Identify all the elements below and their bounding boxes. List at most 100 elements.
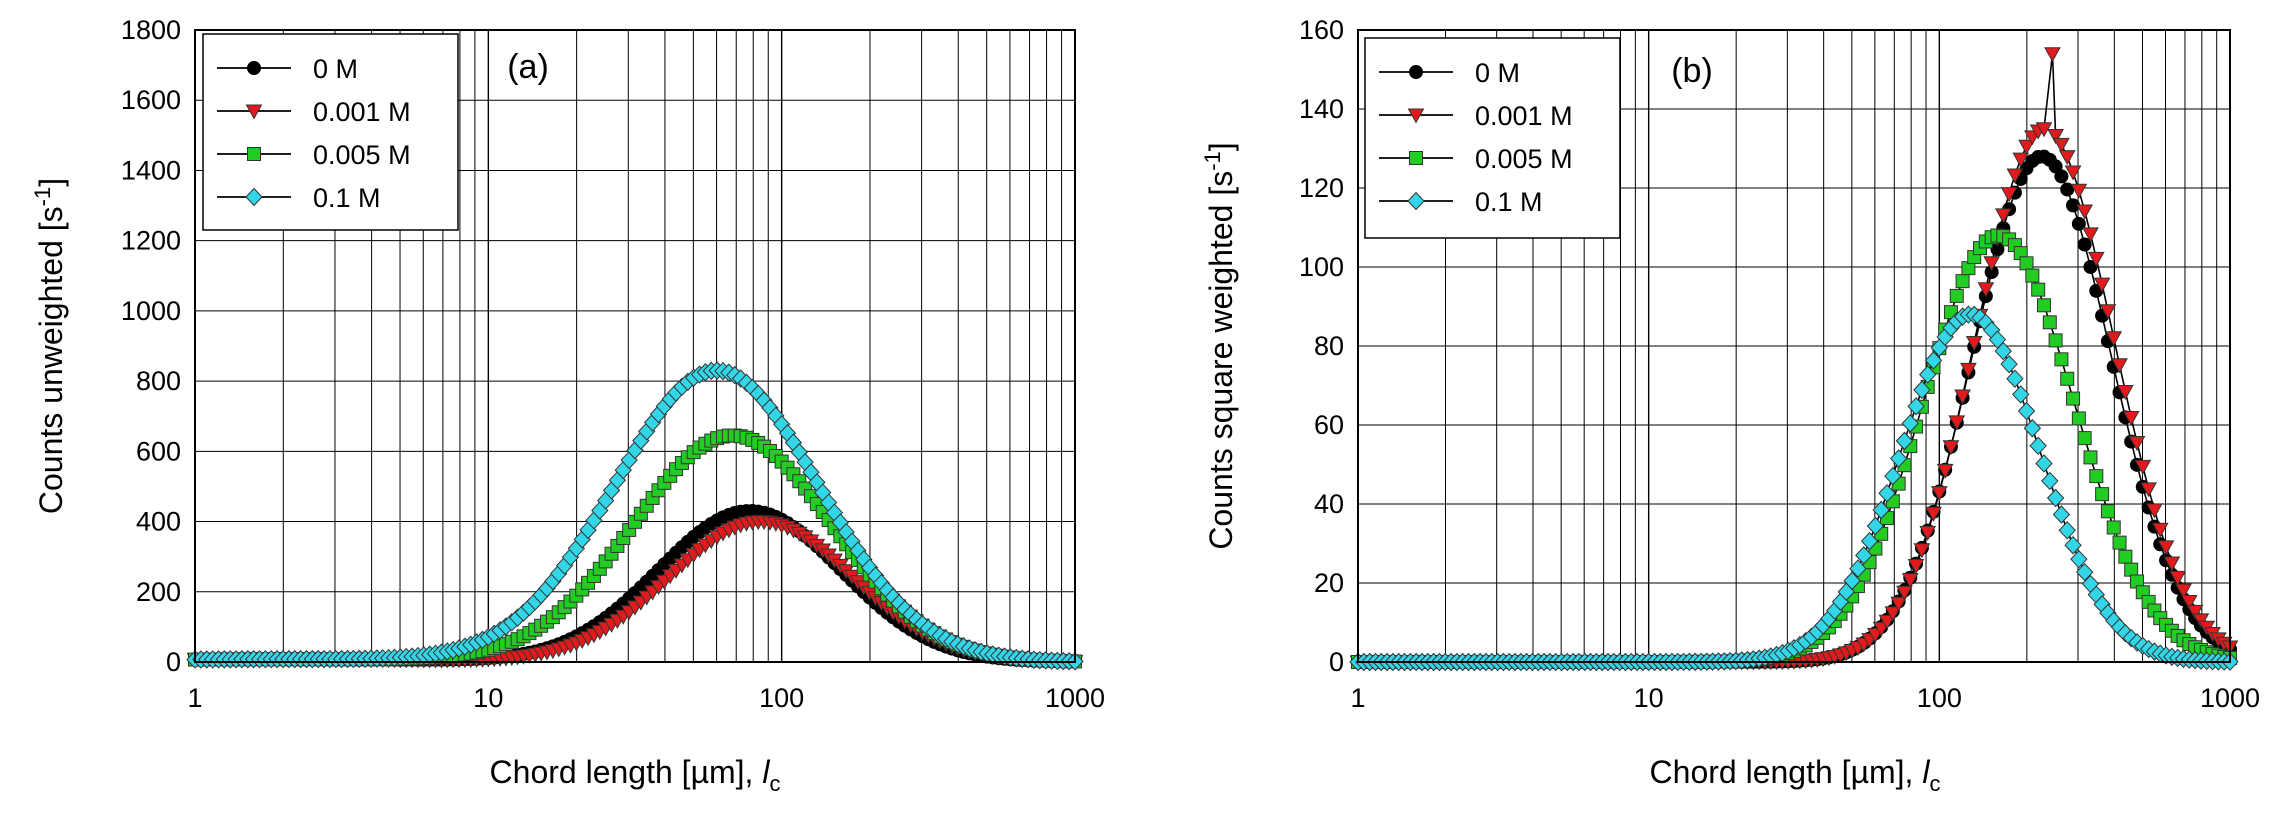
data-point bbox=[2140, 482, 2157, 498]
data-point bbox=[2146, 503, 2163, 519]
y-tick-label: 80 bbox=[1314, 331, 1344, 361]
data-point bbox=[2025, 268, 2040, 283]
y-tick-label: 20 bbox=[1314, 568, 1344, 598]
series-0-1-M bbox=[1349, 305, 2239, 672]
panel-b: 0 20 40 60 80 100 120 140 160 1 10 100 1000 (b) 0 M… bbox=[1200, 15, 2260, 796]
data-point bbox=[2180, 594, 2198, 610]
y-tick-label: 1800 bbox=[121, 15, 181, 45]
data-point bbox=[2071, 216, 2086, 231]
data-point bbox=[1907, 397, 1925, 416]
data-point bbox=[1878, 614, 1896, 630]
data-point bbox=[1919, 525, 1937, 541]
data-point bbox=[1924, 351, 1943, 370]
panel-label-a: (a) bbox=[507, 48, 549, 86]
legend-marker bbox=[247, 61, 261, 75]
legend-marker bbox=[245, 104, 263, 120]
data-point bbox=[1930, 486, 1948, 502]
data-point bbox=[2006, 168, 2024, 184]
data-point bbox=[2070, 183, 2088, 199]
legend-label: 0 M bbox=[313, 54, 358, 84]
data-point bbox=[2071, 411, 2086, 426]
data-point bbox=[2018, 139, 2035, 155]
data-point bbox=[2042, 315, 2057, 330]
data-point bbox=[1907, 559, 1925, 575]
legend-items-a: 0 M 0.001 M 0.005 M 0.1 M bbox=[217, 54, 411, 213]
data-point bbox=[2000, 354, 2018, 374]
data-point bbox=[2006, 369, 2024, 388]
data-point bbox=[1849, 559, 1867, 578]
data-point bbox=[2054, 169, 2069, 184]
y-tick-label: 1000 bbox=[121, 296, 181, 326]
plot-frame-b bbox=[1357, 29, 2231, 663]
data-point bbox=[2083, 450, 2098, 465]
legend-label: 0.005 M bbox=[1475, 144, 1573, 174]
y-tick-label: 1400 bbox=[121, 155, 181, 185]
data-point bbox=[1949, 288, 1964, 303]
data-point bbox=[2012, 152, 2030, 168]
x-axis-title-a: Chord length [µm], lc bbox=[490, 754, 781, 796]
data-point bbox=[2093, 277, 2111, 293]
data-point bbox=[2031, 282, 2046, 297]
data-point bbox=[1884, 606, 1902, 622]
y-tick-label: 60 bbox=[1314, 410, 1344, 440]
data-point bbox=[2192, 613, 2210, 629]
x-tick-label: 1000 bbox=[1045, 683, 1105, 713]
data-point bbox=[1855, 546, 1873, 565]
legend-label: 0.001 M bbox=[313, 97, 411, 127]
data-point bbox=[2122, 410, 2140, 426]
legend-marker bbox=[1407, 108, 1425, 124]
data-point bbox=[2134, 459, 2152, 475]
data-point bbox=[2017, 401, 2036, 421]
data-point bbox=[1977, 282, 1995, 298]
series-layer-a bbox=[186, 361, 1084, 671]
data-point bbox=[2035, 454, 2053, 473]
y-axis-title-a: Counts unweighted [s-1] bbox=[30, 178, 69, 514]
data-point bbox=[2118, 549, 2133, 564]
x-tick-label: 100 bbox=[1917, 683, 1962, 713]
data-point bbox=[2070, 549, 2088, 569]
data-point bbox=[2151, 522, 2169, 538]
data-point bbox=[2064, 165, 2082, 181]
data-point bbox=[1960, 362, 1977, 378]
data-point bbox=[1913, 380, 1931, 400]
data-point bbox=[2089, 469, 2104, 484]
y-tick-labels-b: 0 20 40 60 80 100 120 140 160 bbox=[1299, 15, 1344, 677]
data-point bbox=[2060, 371, 2075, 386]
data-point bbox=[1948, 415, 1966, 431]
y-tick-label: 1600 bbox=[121, 85, 181, 115]
data-point bbox=[2157, 540, 2175, 556]
panel-label-b: (b) bbox=[1671, 52, 1713, 90]
data-point bbox=[2105, 331, 2123, 347]
data-point bbox=[2077, 431, 2092, 446]
x-axis-title-b: Chord length [µm], lc bbox=[1650, 754, 1941, 796]
legend-label: 0 M bbox=[1475, 58, 1520, 88]
data-point bbox=[2186, 604, 2204, 620]
data-point bbox=[2077, 237, 2092, 252]
data-point bbox=[2075, 562, 2094, 582]
data-point bbox=[1901, 573, 1919, 589]
data-point bbox=[1884, 466, 1902, 486]
data-point bbox=[1955, 274, 1970, 289]
data-point bbox=[2052, 505, 2071, 524]
data-point bbox=[2082, 227, 2099, 243]
y-tick-labels-a: 0 200 400 600 800 1000 1200 1400 1600 1800 bbox=[121, 15, 181, 677]
data-point bbox=[2054, 352, 2069, 367]
data-point bbox=[2128, 436, 2146, 452]
data-point bbox=[2064, 535, 2082, 555]
data-point bbox=[1983, 256, 2001, 272]
data-point bbox=[2163, 556, 2181, 572]
legend-label: 0.005 M bbox=[313, 140, 411, 170]
y-tick-label: 40 bbox=[1314, 489, 1344, 519]
data-point bbox=[2012, 385, 2030, 404]
series-0-1-M bbox=[186, 361, 1084, 671]
data-point bbox=[2023, 419, 2042, 438]
legend-marker bbox=[247, 147, 261, 161]
data-point bbox=[2076, 204, 2094, 220]
y-tick-label: 140 bbox=[1299, 94, 1344, 124]
legend-marker bbox=[1407, 191, 1425, 211]
x-tick-labels-a: 1 10 100 1000 bbox=[187, 683, 1105, 713]
data-point bbox=[1965, 335, 1983, 351]
legend-b: 0 M 0.001 M 0.005 M 0.1 M bbox=[1364, 37, 1621, 239]
legend-label: 0.1 M bbox=[1475, 187, 1543, 217]
